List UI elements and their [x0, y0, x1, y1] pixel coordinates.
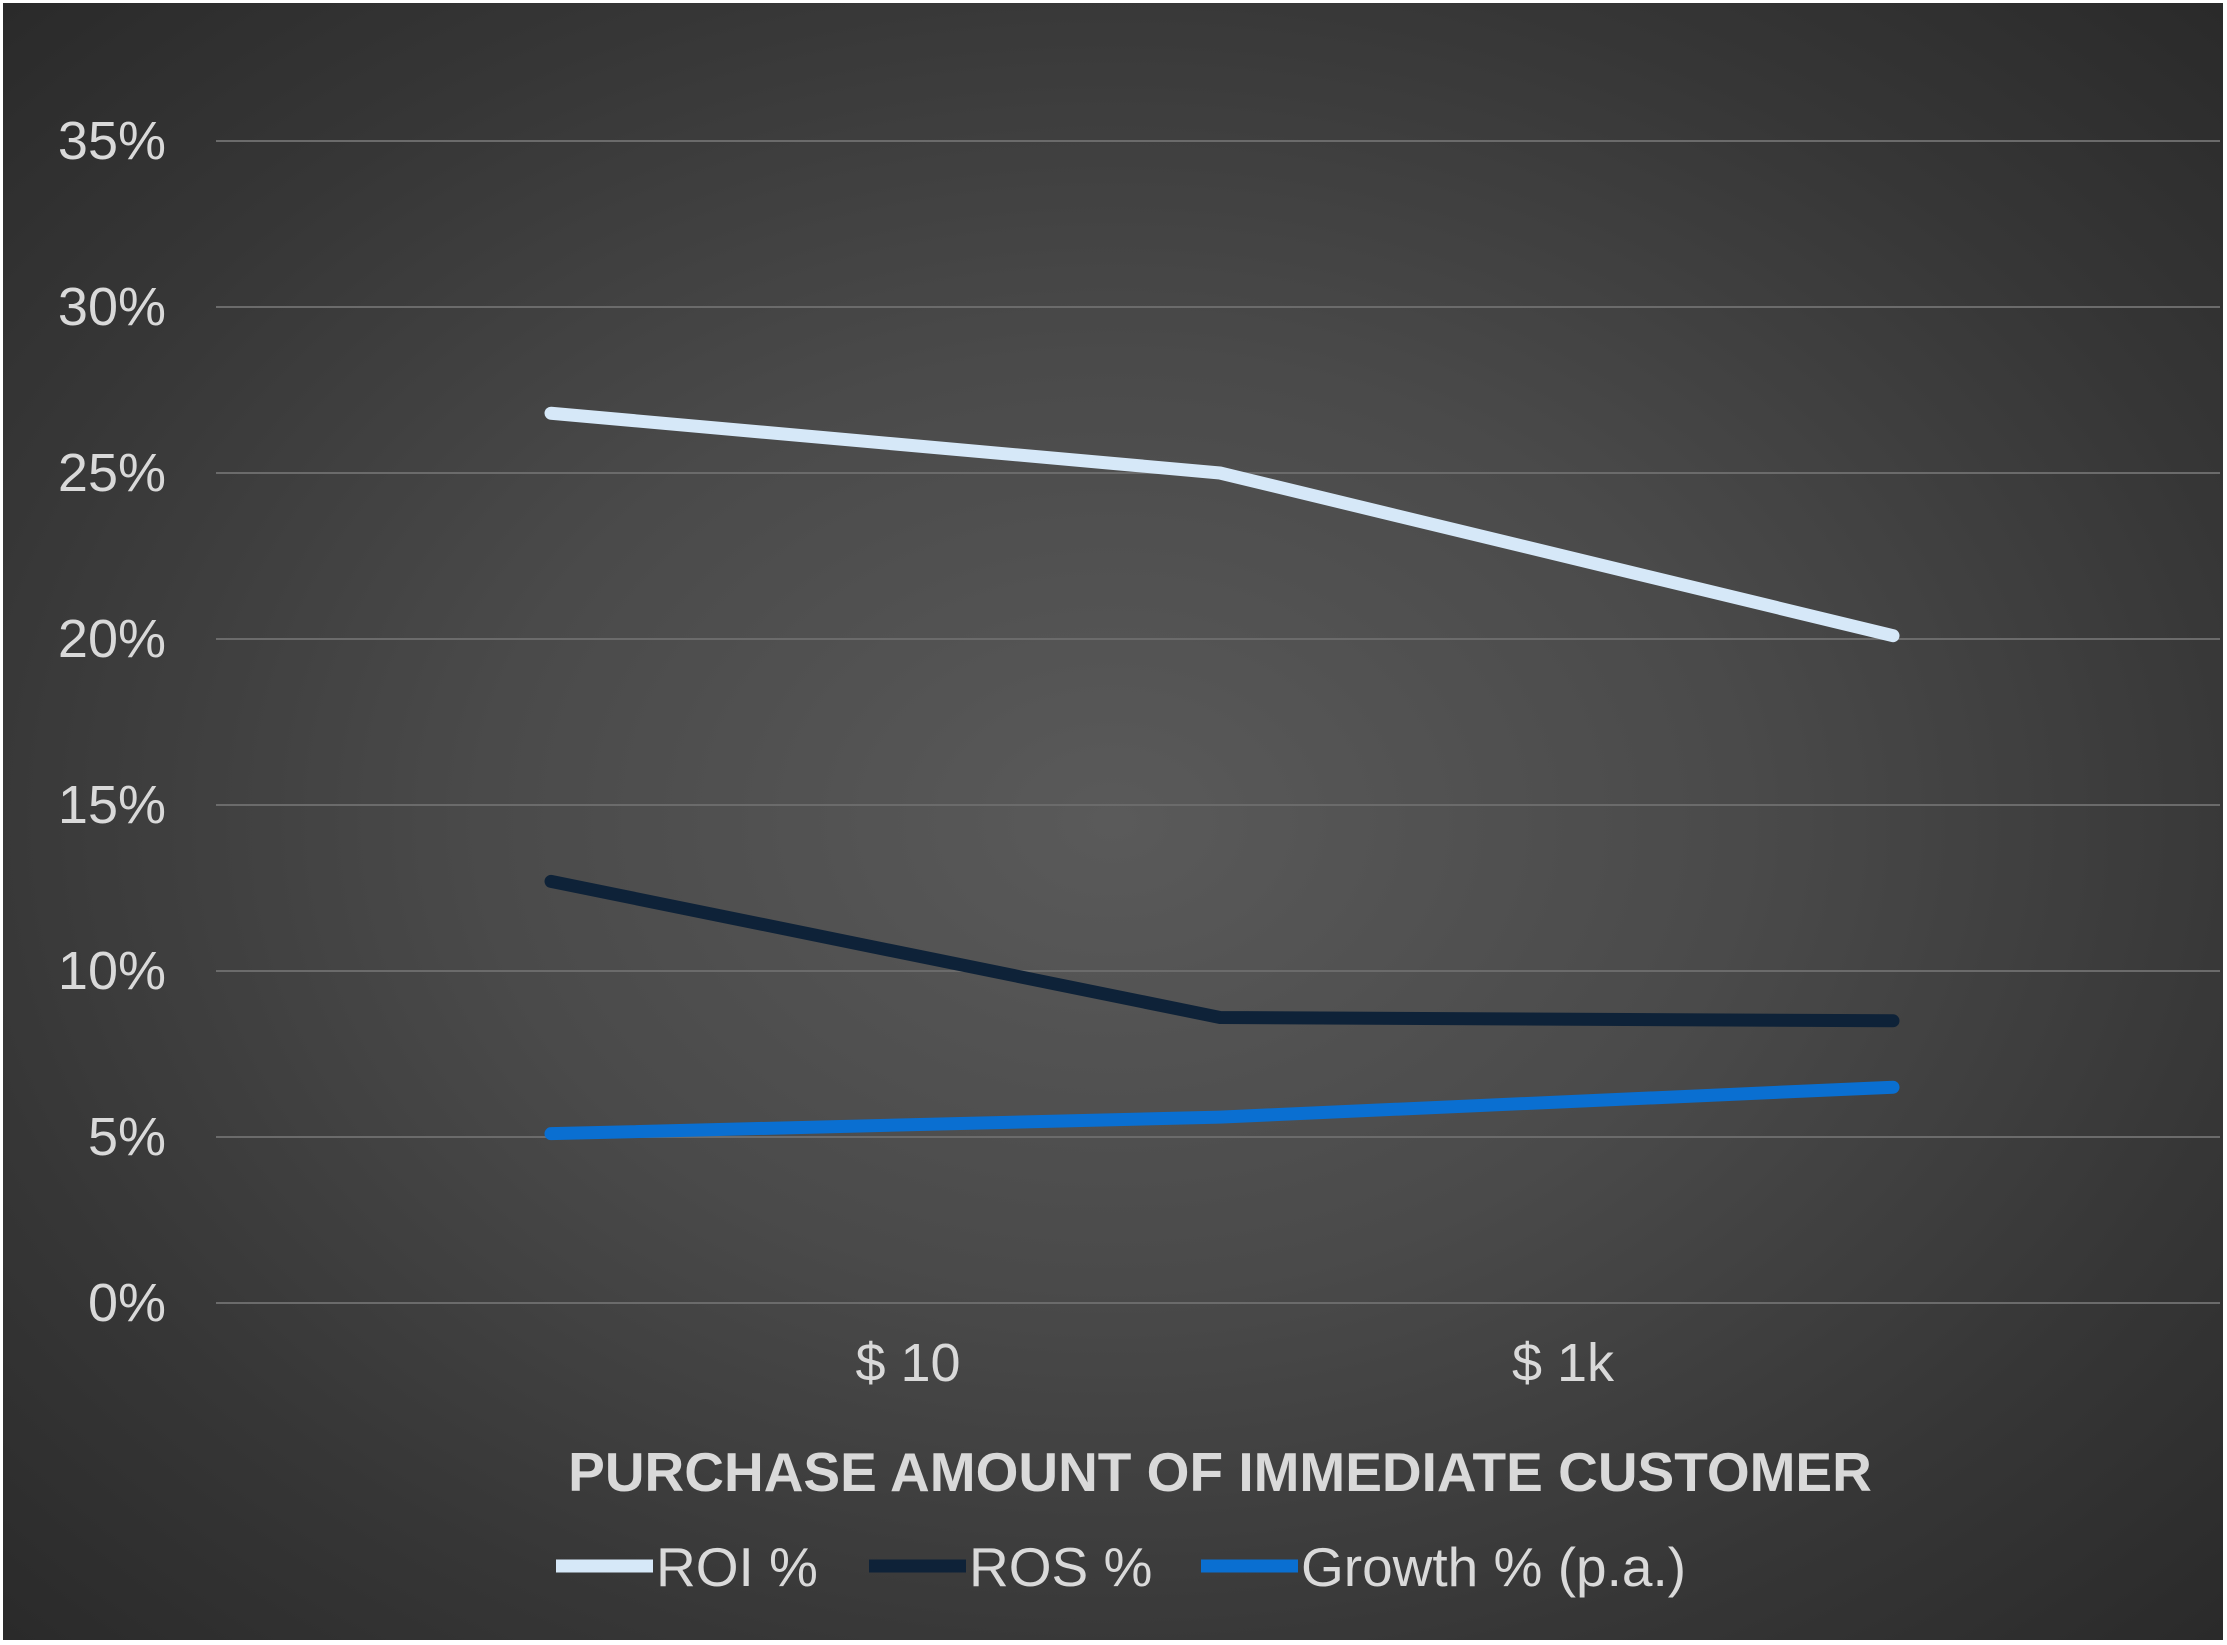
y-tick-label: 25% [58, 443, 166, 503]
y-tick-label: 15% [58, 775, 166, 835]
y-axis-ticks: 0% 5% 10% 15% 20% 25% 30% 35% [58, 111, 166, 1333]
y-tick-label: 10% [58, 941, 166, 1001]
legend: ROI % ROS % Growth % (p.a.) [556, 1536, 1686, 1598]
x-axis-title: PURCHASE AMOUNT OF IMMEDIATE CUSTOMER [568, 1441, 1872, 1503]
legend-label-0: ROI % [656, 1536, 818, 1598]
y-tick-label: 0% [88, 1273, 166, 1333]
x-tick-label: $ 10 [855, 1333, 960, 1393]
series-line-2 [544, 1080, 1900, 1141]
legend-label-1: ROS % [969, 1536, 1152, 1598]
series-line-0 [544, 406, 1900, 643]
gridlines [216, 140, 2220, 1304]
series-lines [544, 406, 1900, 1141]
y-tick-label: 35% [58, 111, 166, 171]
line-chart: 0% 5% 10% 15% 20% 25% 30% 35% $ 10 $ 1k PURCHASE… [58, 111, 2220, 1598]
y-tick-label: 5% [88, 1107, 166, 1167]
y-tick-label: 20% [58, 609, 166, 669]
x-tick-label: $ 1k [1512, 1333, 1615, 1393]
series-line-1 [544, 874, 1900, 1028]
x-axis-ticks: $ 10 $ 1k [855, 1333, 1615, 1393]
legend-label-2: Growth % (p.a.) [1301, 1536, 1686, 1598]
y-tick-label: 30% [58, 277, 166, 337]
chart-frame: 0% 5% 10% 15% 20% 25% 30% 35% $ 10 $ 1k PURCHASE… [3, 3, 2223, 1640]
